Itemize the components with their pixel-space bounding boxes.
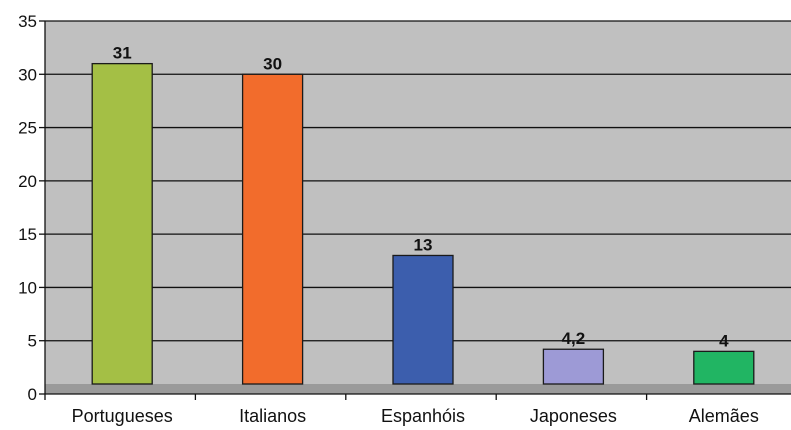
- data-label: 13: [414, 235, 433, 254]
- y-tick-label: 25: [18, 119, 37, 138]
- chart-floor: [45, 384, 791, 394]
- bar-italianos: [241, 73, 304, 385]
- bar-portugueses: [91, 62, 153, 385]
- x-category-label: Alemães: [689, 406, 759, 426]
- data-label: 30: [263, 54, 282, 73]
- data-label: 4,2: [562, 329, 586, 348]
- y-tick-label: 5: [28, 332, 37, 351]
- data-label: 4: [719, 331, 729, 350]
- x-category-label: Espanhóis: [381, 406, 465, 426]
- x-category-label: Portugueses: [72, 406, 173, 426]
- y-tick-label: 10: [18, 278, 37, 297]
- x-category-label: Japoneses: [530, 406, 617, 426]
- data-label: 31: [113, 44, 132, 63]
- y-tick-label: 0: [28, 385, 37, 404]
- bar-japoneses: [542, 348, 605, 385]
- y-tick-label: 30: [18, 65, 37, 84]
- y-tick-label: 15: [18, 225, 37, 244]
- bar-espanhóis: [392, 254, 454, 385]
- y-tick-label: 35: [18, 12, 37, 31]
- bar-alemães: [693, 350, 755, 385]
- x-category-label: Italianos: [239, 406, 306, 426]
- y-tick-label: 20: [18, 172, 37, 191]
